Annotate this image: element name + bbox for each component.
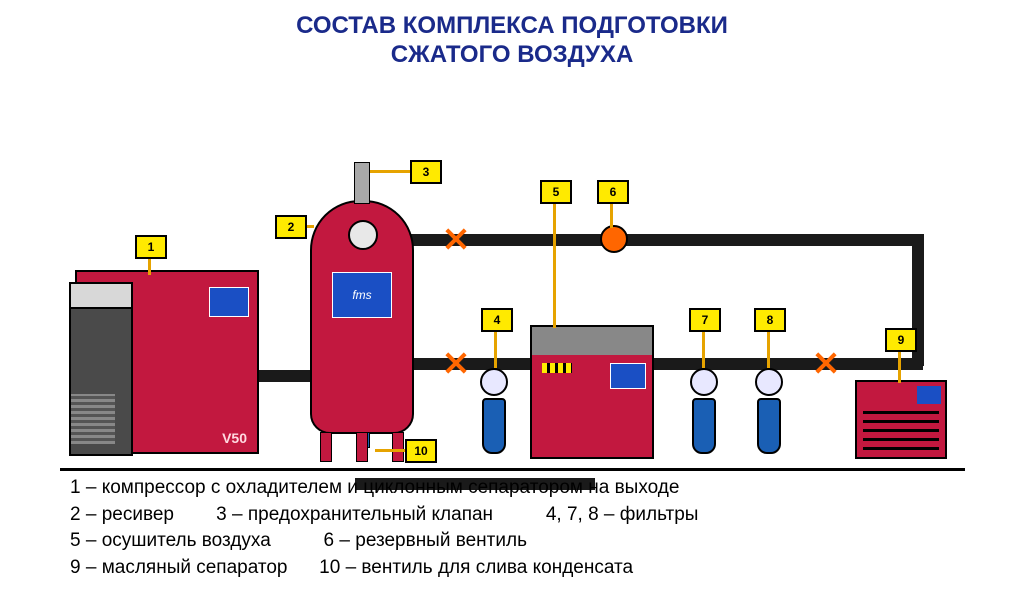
- dryer-top: [532, 327, 652, 355]
- page-title: СОСТАВ КОМПЛЕКСА ПОДГОТОВКИ СЖАТОГО ВОЗД…: [0, 0, 1024, 70]
- title-line-2: СЖАТОГО ВОЗДУХА: [0, 41, 1024, 70]
- callout-6: 6: [597, 180, 629, 204]
- compressor: V50: [75, 270, 259, 454]
- compressor-side-panel: [69, 307, 133, 456]
- dryer-indicator: [542, 363, 572, 373]
- callout-2: 2: [275, 215, 307, 239]
- legend-row-4: 9 – масляный сепаратор 10 – вентиль для …: [70, 555, 698, 582]
- pipe-comp-tank: [253, 370, 313, 382]
- schematic-diagram: V50 fms 1 2: [0, 70, 1024, 450]
- filter-gauge-icon: [755, 368, 783, 396]
- compressor-logo-plate: [209, 287, 249, 317]
- legend-row-3: 5 – осушитель воздуха 6 – резервный вент…: [70, 528, 698, 555]
- filter-body: [482, 398, 506, 454]
- floor-line: [60, 468, 965, 471]
- tank-gauge-icon: [348, 220, 378, 250]
- compressor-vent-grid: [71, 394, 115, 444]
- inline-valve-icon: [815, 352, 837, 374]
- callout-8: 8: [754, 308, 786, 332]
- filter-body: [757, 398, 781, 454]
- dryer-plate: [610, 363, 646, 389]
- separator-plate: [917, 386, 941, 404]
- tank-legs: [320, 432, 404, 462]
- leader-10: [375, 449, 405, 452]
- legend-row-1: 1 – компрессор с охладителем и циклонным…: [70, 475, 698, 502]
- bypass-valve-6: [600, 225, 628, 253]
- filter-body: [692, 398, 716, 454]
- callout-9: 9: [885, 328, 917, 352]
- leader-5: [553, 200, 556, 328]
- callout-4: 4: [481, 308, 513, 332]
- leader-8: [767, 328, 770, 368]
- filter-7: [690, 368, 718, 448]
- air-dryer: [530, 325, 654, 459]
- filter-8: [755, 368, 783, 448]
- tank-brand-plate: fms: [332, 272, 392, 318]
- legend-row-2: 2 – ресивер 3 – предохранительный клапан…: [70, 502, 698, 529]
- leader-6: [610, 200, 613, 228]
- callout-3: 3: [410, 160, 442, 184]
- separator-slots: [863, 410, 939, 450]
- oil-separator: [855, 380, 947, 459]
- callout-1: 1: [135, 235, 167, 259]
- compressor-model-label: V50: [222, 430, 247, 446]
- pipe-top: [408, 234, 923, 246]
- filter-gauge-icon: [690, 368, 718, 396]
- leader-4: [494, 328, 497, 368]
- leader-7: [702, 328, 705, 368]
- callout-10: 10: [405, 439, 437, 463]
- inline-valve-icon: [445, 352, 467, 374]
- inline-valve-icon: [445, 228, 467, 250]
- filter-4: [480, 368, 508, 448]
- callout-5: 5: [540, 180, 572, 204]
- legend: 1 – компрессор с охладителем и циклонным…: [70, 475, 698, 581]
- leader-3: [370, 170, 410, 173]
- receiver-tank: fms: [310, 200, 414, 434]
- leader-9: [898, 348, 901, 383]
- filter-gauge-icon: [480, 368, 508, 396]
- safety-valve: [354, 162, 370, 204]
- callout-7: 7: [689, 308, 721, 332]
- title-line-1: СОСТАВ КОМПЛЕКСА ПОДГОТОВКИ: [0, 12, 1024, 41]
